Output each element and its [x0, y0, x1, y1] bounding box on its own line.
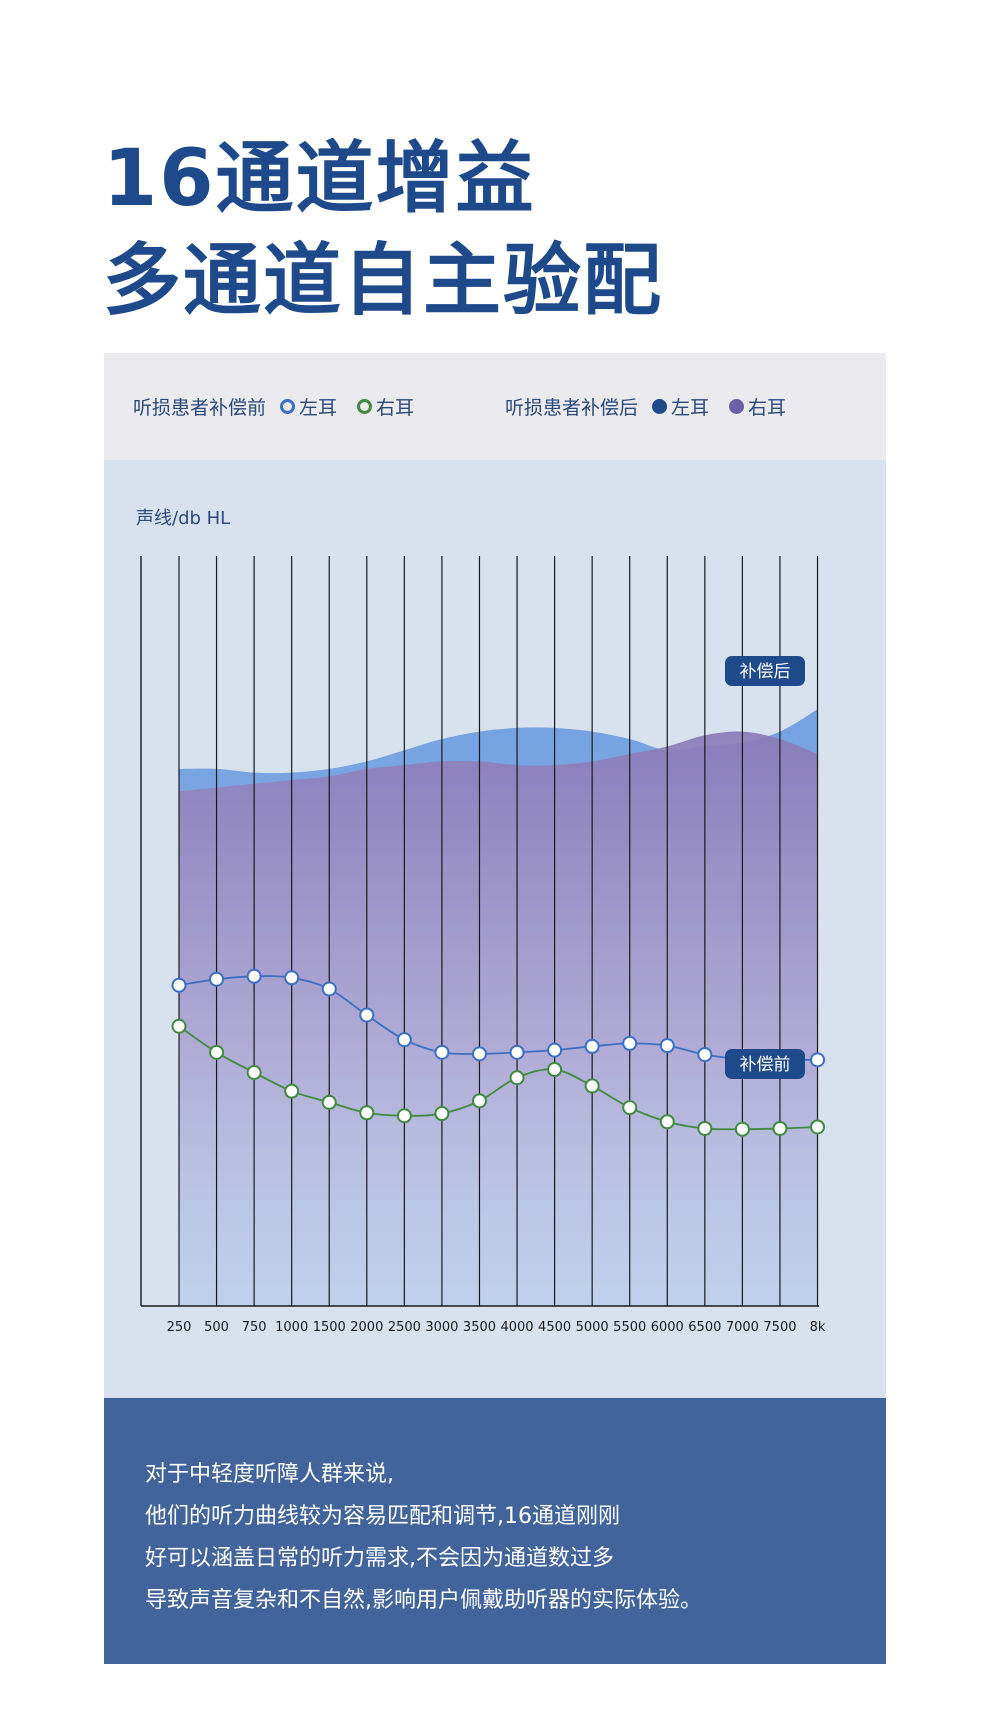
- data-point: [509, 1070, 525, 1086]
- chart-panel: 声线/db HL 250 500 750 1000 1500 2000 2500 3000 350…: [104, 460, 886, 1398]
- data-point: [734, 1121, 750, 1137]
- data-point: [209, 1044, 225, 1060]
- data-point: [509, 1044, 525, 1060]
- x-tick-label: 4500: [538, 1320, 571, 1335]
- area-series-after-right: [179, 731, 818, 1306]
- data-point: [584, 1038, 600, 1054]
- legend-text-before-right: 右耳: [376, 397, 415, 419]
- data-point: [359, 1105, 375, 1121]
- title-line-2: 多通道自主验配: [103, 236, 664, 326]
- x-tick-label: 7500: [763, 1320, 796, 1335]
- legend-item-after-left: 左耳: [652, 393, 709, 420]
- data-point: [471, 1093, 487, 1109]
- filled-circle-marker-icon: [652, 399, 668, 414]
- data-point: [209, 971, 225, 987]
- x-tick-label: 6500: [688, 1320, 721, 1335]
- hearing-chart: 声线/db HL 250 500 750 1000 1500 2000 2500 3000 350…: [136, 508, 826, 1335]
- annotation-label: 补偿后: [740, 662, 791, 682]
- data-point: [547, 1062, 563, 1078]
- legend-item-before-left: 左耳: [280, 393, 337, 420]
- legend-group-after: 听损患者补偿后 左耳 右耳: [505, 353, 806, 460]
- x-tick-label: 7000: [726, 1320, 759, 1335]
- x-tick-label: 1500: [313, 1320, 346, 1335]
- legend-text-after-right: 右耳: [748, 397, 787, 419]
- description-line: 导致声音复杂和不自然,影响用户佩戴助听器的实际体验。: [145, 1588, 702, 1613]
- legend-label-after: 听损患者补偿后: [505, 397, 639, 419]
- x-tick-label: 6000: [651, 1320, 684, 1335]
- data-point: [171, 1018, 187, 1034]
- x-tick-label: 5500: [613, 1320, 646, 1335]
- data-point: [321, 1094, 337, 1110]
- data-point: [246, 1065, 262, 1081]
- data-point: [697, 1120, 713, 1136]
- x-tick-label: 8k: [810, 1320, 826, 1335]
- data-point: [396, 1108, 412, 1124]
- data-point: [284, 970, 300, 986]
- data-point: [434, 1106, 450, 1122]
- data-point: [359, 1007, 375, 1023]
- annotation-badge-bg: [725, 1049, 805, 1079]
- description-box: 对于中轻度听障人群来说, 他们的听力曲线较为容易匹配和调节,16通道刚刚 好可以…: [104, 1398, 886, 1664]
- x-tick-label: 2000: [350, 1320, 383, 1335]
- title-line-1: 16通道增益: [103, 134, 536, 224]
- y-axis-label: 声线/db HL: [136, 508, 230, 529]
- data-point: [659, 1038, 675, 1054]
- legend-text-before-left: 左耳: [299, 397, 338, 419]
- data-point: [171, 977, 187, 993]
- annotation-badge: 补偿后: [725, 656, 805, 686]
- data-point: [547, 1042, 563, 1058]
- data-point: [434, 1044, 450, 1060]
- data-point: [810, 1052, 826, 1068]
- x-tick-label: 500: [204, 1320, 229, 1335]
- data-point: [810, 1119, 826, 1135]
- legend-group-before: 听损患者补偿前 左耳 右耳: [133, 353, 434, 460]
- description-line: 好可以涵盖日常的听力需求,不会因为通道数过多: [145, 1546, 614, 1571]
- annotation-badge: 补偿前: [725, 1049, 805, 1079]
- x-tick-label: 1000: [275, 1320, 308, 1335]
- x-tick-label: 250: [167, 1320, 192, 1335]
- data-point: [659, 1114, 675, 1130]
- data-point: [697, 1047, 713, 1063]
- description-line: 他们的听力曲线较为容易匹配和调节,16通道刚刚: [145, 1504, 620, 1529]
- data-point: [622, 1035, 638, 1051]
- hollow-circle-marker-icon: [280, 399, 296, 414]
- data-point: [246, 968, 262, 984]
- x-tick-label: 750: [242, 1320, 267, 1335]
- data-point: [622, 1100, 638, 1116]
- x-tick-label: 2500: [388, 1320, 421, 1335]
- data-point: [772, 1120, 788, 1136]
- legend-label-before: 听损患者补偿前: [133, 397, 267, 419]
- data-point: [396, 1032, 412, 1048]
- x-tick-label: 4000: [500, 1320, 533, 1335]
- legend-item-after-right: 右耳: [729, 393, 786, 420]
- hollow-circle-marker-icon: [357, 399, 373, 414]
- filled-circle-marker-icon: [729, 399, 745, 414]
- annotation-badge-bg: [725, 656, 805, 686]
- x-tick-label: 3500: [463, 1320, 496, 1335]
- data-point: [284, 1083, 300, 1099]
- chart-legend: 听损患者补偿前 左耳 右耳 听损患者补偿后 左耳 右耳: [104, 353, 886, 460]
- legend-item-before-right: 右耳: [357, 393, 414, 420]
- data-point: [321, 981, 337, 997]
- page-title: 16通道增益 多通道自主验配: [103, 128, 663, 332]
- x-tick-label: 3000: [425, 1320, 458, 1335]
- x-tick-label: 5000: [576, 1320, 609, 1335]
- data-point: [584, 1078, 600, 1094]
- legend-text-after-left: 左耳: [671, 397, 710, 419]
- data-point: [471, 1046, 487, 1062]
- description-line: 对于中轻度听障人群来说,: [145, 1462, 394, 1487]
- annotation-label: 补偿前: [740, 1055, 791, 1075]
